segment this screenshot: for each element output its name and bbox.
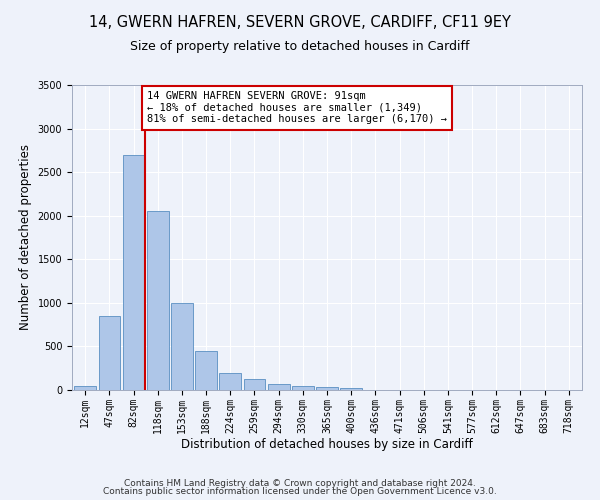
Bar [98,316,121,390]
Bar [268,384,290,390]
Bar [171,303,193,390]
Bar [123,154,145,390]
Text: Size of property relative to detached houses in Cardiff: Size of property relative to detached ho… [130,40,470,53]
Bar [244,378,265,390]
Bar [147,212,169,390]
Bar [340,388,362,390]
Bar [220,372,241,390]
Bar [292,386,314,390]
Text: 14, GWERN HAFREN, SEVERN GROVE, CARDIFF, CF11 9EY: 14, GWERN HAFREN, SEVERN GROVE, CARDIFF,… [89,15,511,30]
Bar [74,386,96,390]
X-axis label: Distribution of detached houses by size in Cardiff: Distribution of detached houses by size … [181,438,473,452]
Text: Contains public sector information licensed under the Open Government Licence v3: Contains public sector information licen… [103,487,497,496]
Y-axis label: Number of detached properties: Number of detached properties [19,144,32,330]
Text: 14 GWERN HAFREN SEVERN GROVE: 91sqm
← 18% of detached houses are smaller (1,349): 14 GWERN HAFREN SEVERN GROVE: 91sqm ← 18… [147,91,447,124]
Bar [195,351,217,390]
Text: Contains HM Land Registry data © Crown copyright and database right 2024.: Contains HM Land Registry data © Crown c… [124,478,476,488]
Bar [316,386,338,390]
